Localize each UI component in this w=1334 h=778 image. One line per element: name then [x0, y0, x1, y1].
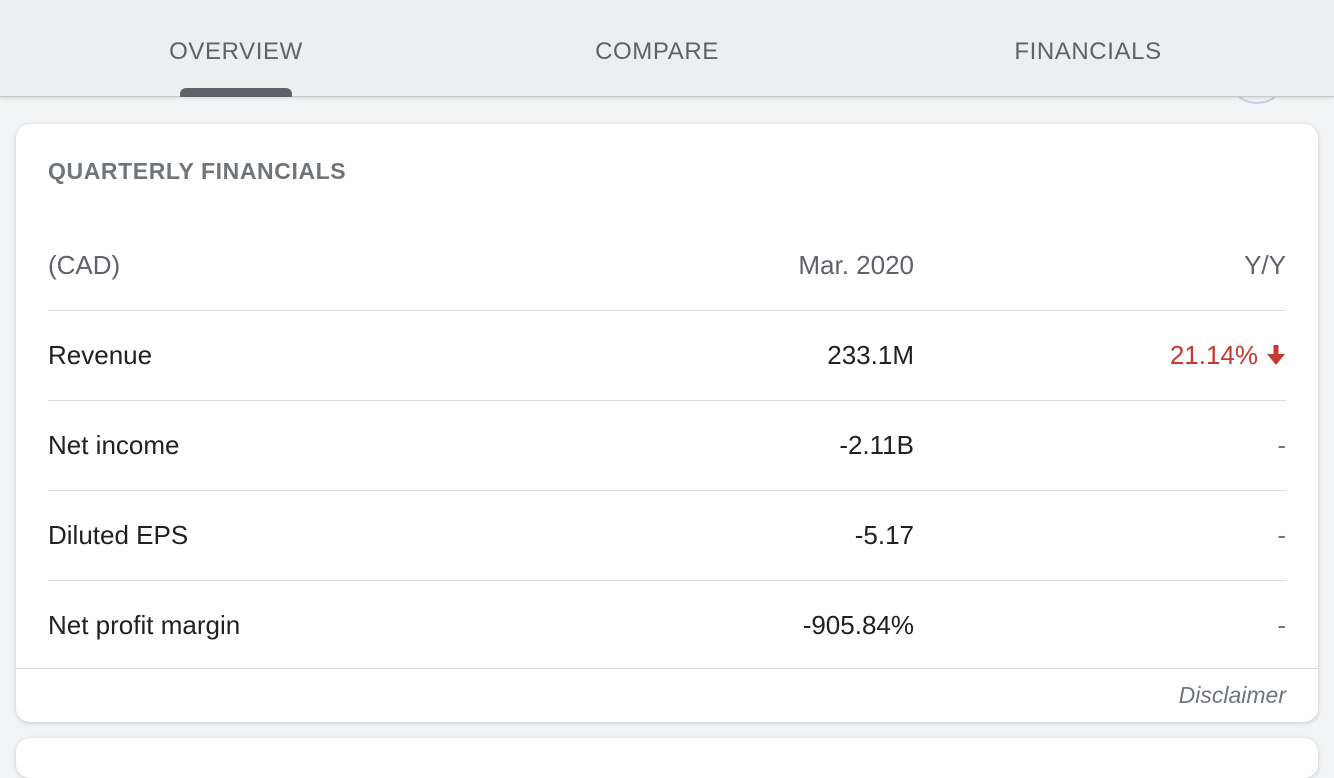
table-row-net-income: Net income -2.11B -	[48, 400, 1286, 491]
disclaimer-link[interactable]: Disclaimer	[1178, 682, 1286, 708]
quarterly-financials-card: QUARTERLY FINANCIALS (CAD) Mar. 2020 Y/Y…	[16, 124, 1318, 722]
tab-bar: OVERVIEW COMPARE FINANCIALS	[0, 0, 1334, 97]
selected-tab-indicator	[180, 88, 292, 97]
footer-divider	[16, 668, 1318, 669]
arrow-down-icon	[1267, 345, 1285, 365]
tab-compare-label: COMPARE	[595, 38, 719, 65]
row-value: -5.17	[854, 519, 914, 550]
tab-overview[interactable]: OVERVIEW	[86, 0, 386, 96]
row-label: Net profit margin	[48, 609, 241, 640]
currency-label: (CAD)	[48, 249, 121, 280]
row-label: Diluted EPS	[48, 519, 189, 550]
table-header-row: (CAD) Mar. 2020 Y/Y	[48, 220, 1286, 311]
card-title: QUARTERLY FINANCIALS	[48, 158, 347, 184]
row-change: 21.14%	[1170, 310, 1286, 400]
row-label: Net income	[48, 429, 180, 460]
row-change: -	[1277, 519, 1286, 550]
table-row-revenue: Revenue 233.1M 21.14%	[48, 310, 1286, 401]
change-header: Y/Y	[1244, 249, 1286, 280]
tab-compare[interactable]: COMPARE	[507, 0, 807, 96]
row-value: -2.11B	[839, 429, 914, 460]
next-card-peek	[16, 738, 1318, 778]
row-value: 233.1M	[827, 339, 914, 370]
table-row-diluted-eps: Diluted EPS -5.17 -	[48, 490, 1286, 581]
tab-financials-label: FINANCIALS	[1014, 38, 1162, 65]
tab-overview-label: OVERVIEW	[169, 38, 303, 65]
row-change-text: 21.14%	[1169, 339, 1258, 370]
table-row-net-profit-margin: Net profit margin -905.84% -	[48, 580, 1286, 670]
row-label: Revenue	[48, 339, 153, 370]
tab-financials[interactable]: FINANCIALS	[938, 0, 1238, 96]
period-header: Mar. 2020	[798, 249, 914, 280]
row-value: -905.84%	[802, 609, 914, 640]
row-change: -	[1277, 609, 1286, 640]
row-change: -	[1277, 429, 1286, 460]
